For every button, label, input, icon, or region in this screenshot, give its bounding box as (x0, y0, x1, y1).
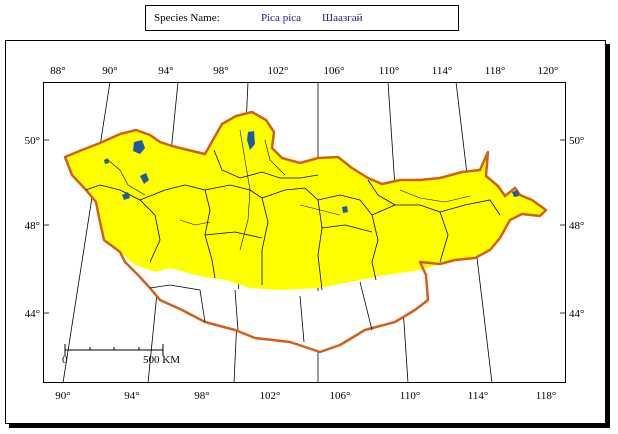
side-axis-labels: 50° 48° 44° 50° 48° 44° (25, 135, 585, 320)
country-border (63, 110, 548, 354)
lake (140, 173, 149, 184)
scale-end-label: 500 KM (143, 354, 180, 366)
bottom-tick-label: 94° (124, 390, 139, 402)
lake (133, 140, 145, 154)
top-tick-label: 90° (102, 65, 117, 77)
bottom-tick-label: 98° (194, 390, 209, 402)
species-title-box: Species Name: Pica pica Шаазгай (145, 5, 459, 31)
top-tick-label: 110° (379, 65, 400, 77)
top-axis-labels: 88° 90° 94° 98° 102° 106° 110° 114° 118°… (50, 65, 558, 77)
lake (512, 190, 519, 197)
top-tick-label: 98° (213, 65, 228, 77)
bottom-axis-labels: 90° 94° 98° 102° 106° 110° 114° 118° (55, 390, 556, 402)
lake (342, 206, 348, 213)
species-name-label: Species Name: (154, 12, 220, 24)
left-tick-label: 48° (25, 220, 40, 232)
bottom-tick-label: 90° (55, 390, 70, 402)
species-scientific-name: Pica pica (261, 12, 302, 24)
species-range (65, 112, 546, 290)
province-boundaries (85, 149, 501, 343)
top-tick-label: 120° (538, 65, 559, 77)
lake (104, 158, 109, 164)
right-tick-label: 44° (569, 308, 584, 320)
lakes (104, 131, 519, 213)
top-tick-label: 102° (268, 65, 289, 77)
rivers (107, 129, 471, 251)
scale-start-label: 0 (62, 354, 68, 366)
bottom-tick-label: 110° (400, 390, 421, 402)
species-local-name: Шаазгай (322, 12, 363, 24)
top-tick-label: 118° (485, 65, 506, 77)
bottom-tick-label: 114° (468, 390, 489, 402)
left-tick-label: 50° (25, 135, 40, 147)
tick-marks (43, 139, 566, 314)
top-tick-label: 88° (50, 65, 65, 77)
lake (122, 192, 130, 200)
right-tick-label: 50° (569, 135, 584, 147)
top-tick-label: 94° (158, 65, 173, 77)
lake (247, 131, 255, 150)
country-area (120, 248, 428, 352)
bottom-tick-label: 102° (260, 390, 281, 402)
left-tick-label: 44° (25, 308, 40, 320)
top-tick-label: 114° (432, 65, 453, 77)
right-tick-label: 48° (569, 220, 584, 232)
bottom-tick-label: 118° (536, 390, 557, 402)
scale-bar (64, 344, 164, 356)
meridian-line (62, 81, 111, 384)
top-tick-label: 106° (324, 65, 345, 77)
bottom-tick-label: 106° (330, 390, 351, 402)
